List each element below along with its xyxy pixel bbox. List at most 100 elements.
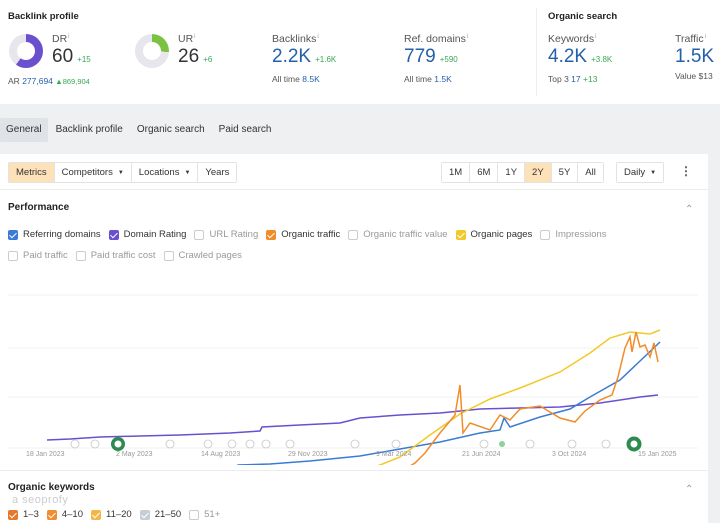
checkbox[interactable] — [75, 250, 86, 261]
toggle-referring-domains[interactable]: Referring domains — [8, 229, 101, 240]
dr-metric[interactable]: DRi 60 +15 — [52, 33, 91, 71]
watermark: a seoprofy — [12, 494, 69, 506]
keywords-metric[interactable]: Keywordsi 4.2K +3.8K Top 3 17 +13 — [548, 33, 612, 84]
range-6m-button[interactable]: 6M — [470, 163, 499, 182]
checkbox[interactable] — [8, 229, 18, 240]
toggle-url-rating[interactable]: URL Rating — [194, 229, 258, 240]
ref-domains-delta: +590 — [439, 55, 458, 64]
toggle-crawled-pages[interactable]: Crawled pages — [163, 250, 242, 261]
checkbox[interactable] — [8, 509, 18, 520]
ur-label: UR — [178, 33, 194, 45]
backlinks-delta: +1.6K — [315, 55, 337, 64]
range-all-button[interactable]: All — [578, 163, 603, 182]
collapse-performance-icon[interactable]: ⌃ — [685, 204, 694, 215]
keywords-label: Keywords — [548, 33, 595, 45]
top3-delta: +13 — [583, 74, 598, 84]
referring-domains-line — [237, 341, 661, 465]
checkbox[interactable] — [108, 229, 119, 240]
backlinks-value[interactable]: 2.2K — [272, 46, 312, 67]
top3-value[interactable]: 17 — [571, 74, 581, 84]
checkbox[interactable] — [266, 229, 277, 240]
toggle-paid-traffic[interactable]: Paid traffic — [8, 250, 68, 261]
range-1y-button[interactable]: 1Y — [498, 163, 526, 182]
keywords-value[interactable]: 4.2K — [548, 46, 588, 67]
checkbox[interactable] — [46, 509, 57, 520]
competitors-dropdown[interactable]: Competitors ▼ — [54, 163, 132, 182]
traffic-value[interactable]: 1.5K — [675, 46, 715, 67]
info-icon[interactable]: i — [704, 33, 706, 40]
checkbox[interactable] — [189, 509, 200, 520]
x-tick-label: 15 Jan 2025 — [638, 451, 677, 458]
ref-domains-alltime-value[interactable]: 1.5K — [434, 74, 452, 84]
toggle-impressions[interactable]: Impressions — [540, 229, 607, 240]
collapse-organic-keywords-icon[interactable]: ⌃ — [685, 484, 694, 495]
checkbox[interactable] — [91, 509, 101, 520]
performance-metrics-row2: Paid traffic Paid traffic cost Crawled p… — [8, 250, 250, 261]
backlinks-metric[interactable]: Backlinksi 2.2K +1.6K All time 8.5K — [272, 33, 336, 84]
domain-rating-line — [46, 394, 659, 441]
toggle-organic-traffic[interactable]: Organic traffic — [266, 229, 340, 240]
more-options-icon[interactable]: ⋮ — [680, 164, 692, 178]
toggle-position-51-plus[interactable]: 51+ — [189, 509, 220, 520]
info-icon[interactable]: i — [317, 33, 319, 40]
granularity-dropdown[interactable]: Daily ▼ — [617, 163, 664, 182]
top3-label: Top 3 — [548, 74, 569, 84]
years-button[interactable]: Years — [198, 163, 237, 182]
tab-general[interactable]: General — [0, 118, 48, 142]
info-icon[interactable]: i — [466, 33, 469, 40]
info-icon[interactable]: i — [595, 33, 597, 40]
range-5y-button[interactable]: 5Y — [551, 163, 579, 182]
granularity-selector: Daily ▼ — [616, 162, 665, 183]
dr-donut-chart — [9, 34, 43, 68]
x-tick-label: 29 Nov 2023 — [288, 451, 328, 458]
ref-domains-metric[interactable]: Ref. domainsi 779 +590 All time 1.5K — [404, 33, 468, 84]
checkbox[interactable] — [163, 250, 174, 261]
checkbox[interactable] — [540, 229, 551, 240]
tab-backlink-profile[interactable]: Backlink profile — [55, 124, 123, 135]
tab-organic-search[interactable]: Organic search — [136, 124, 205, 135]
locations-dropdown[interactable]: Locations ▼ — [131, 163, 199, 182]
checkbox[interactable] — [455, 229, 466, 240]
chevron-down-icon: ▼ — [117, 170, 124, 176]
ur-metric[interactable]: URi 26 +6 — [178, 33, 212, 71]
gridlines — [8, 294, 698, 449]
google-update-marker-1[interactable] — [111, 437, 125, 451]
toggle-organic-pages[interactable]: Organic pages — [455, 229, 532, 240]
range-1m-button[interactable]: 1M — [442, 163, 471, 182]
performance-line-chart[interactable] — [0, 285, 708, 465]
toggle-position-4-10[interactable]: 4–10 — [46, 509, 83, 520]
toggle-organic-traffic-value[interactable]: Organic traffic value — [348, 229, 448, 240]
keyword-position-filters: 1–3 4–10 11–20 21–50 51+ — [8, 509, 228, 520]
toggle-position-21-50[interactable]: 21–50 — [139, 509, 181, 520]
tab-paid-search[interactable]: Paid search — [218, 124, 272, 135]
ar-delta: ▲869,904 — [55, 77, 90, 86]
event-marker-highlight — [499, 441, 505, 447]
google-update-marker-2[interactable] — [626, 436, 642, 452]
event-markers — [70, 439, 611, 449]
checkbox[interactable] — [348, 229, 359, 240]
toggle-domain-rating[interactable]: Domain Rating — [108, 229, 186, 240]
checkbox[interactable] — [194, 229, 205, 240]
checkbox[interactable] — [8, 250, 18, 261]
page-gutter — [708, 104, 720, 523]
info-icon[interactable]: i — [68, 33, 70, 40]
section-divider — [536, 8, 537, 96]
ar-label: AR — [8, 76, 20, 86]
x-tick-label: 14 Aug 2023 — [201, 451, 241, 458]
x-tick-label: 2 May 2023 — [116, 451, 153, 458]
x-tick-label: 3 Oct 2024 — [552, 451, 587, 458]
organic-pages-line — [377, 329, 661, 465]
organic-search-title: Organic search — [548, 11, 618, 22]
info-icon[interactable]: i — [194, 33, 196, 40]
range-2y-button[interactable]: 2Y — [525, 163, 552, 182]
ref-domains-value[interactable]: 779 — [404, 46, 436, 67]
traffic-metric[interactable]: Traffici 1.5K Value $13 — [675, 33, 714, 81]
toggle-position-11-20[interactable]: 11–20 — [91, 509, 132, 520]
metrics-button[interactable]: Metrics — [9, 163, 55, 182]
toggle-paid-traffic-cost[interactable]: Paid traffic cost — [75, 250, 156, 261]
toggle-position-1-3[interactable]: 1–3 — [8, 509, 39, 520]
backlinks-alltime-value[interactable]: 8.5K — [302, 74, 320, 84]
ur-value: 26 — [178, 46, 200, 67]
ar-value[interactable]: 277,694 — [22, 76, 53, 86]
checkbox[interactable] — [139, 509, 150, 520]
